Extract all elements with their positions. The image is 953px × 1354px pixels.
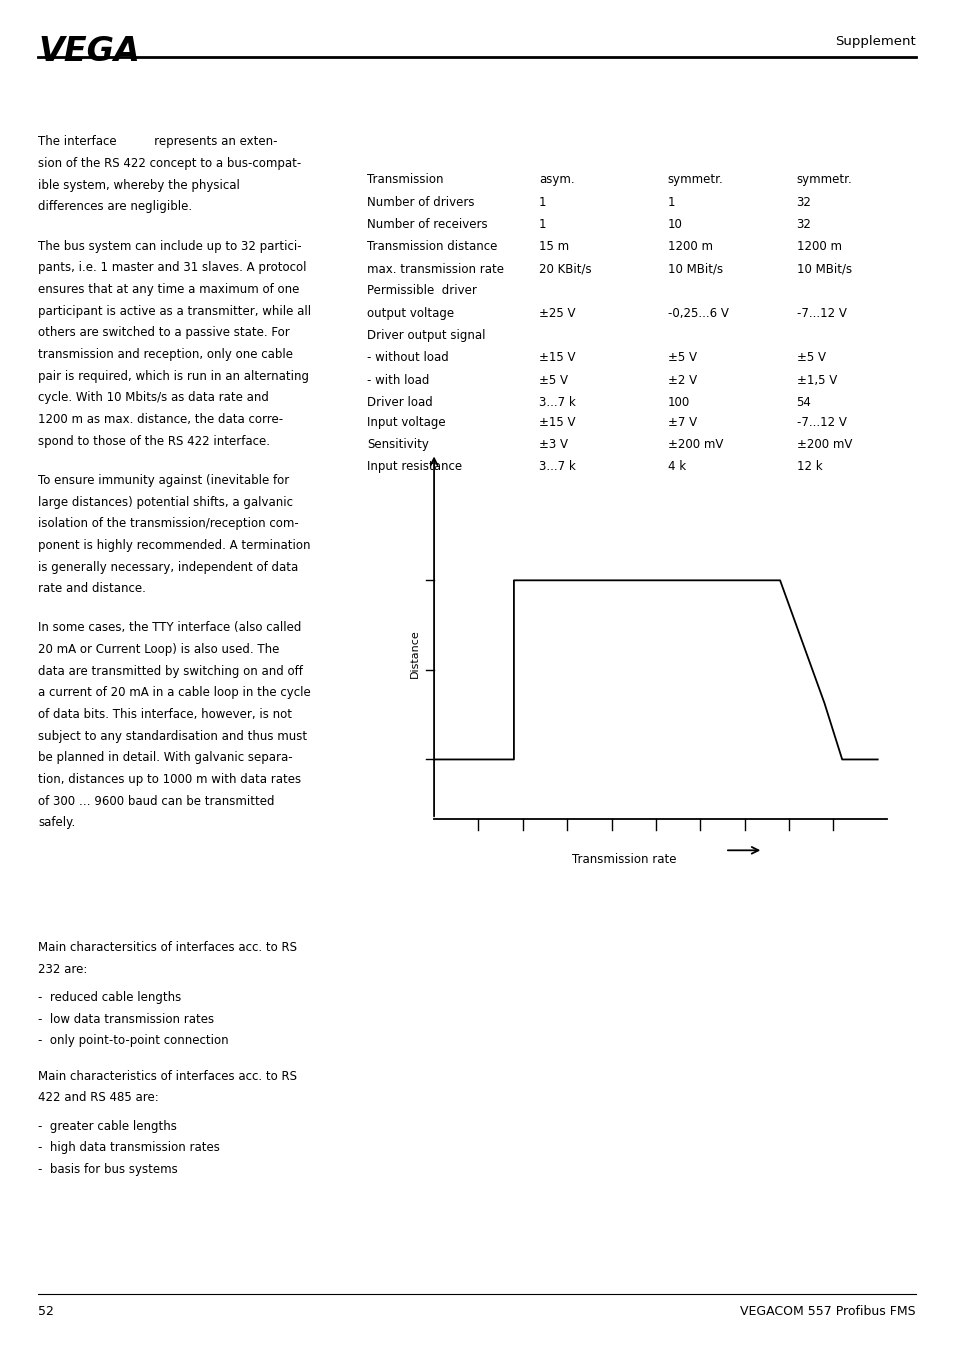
Text: Sensitivity: Sensitivity (367, 439, 429, 451)
Text: tion, distances up to 1000 m with data rates: tion, distances up to 1000 m with data r… (38, 773, 301, 787)
Text: ±7 V: ±7 V (667, 416, 697, 429)
Text: 100: 100 (667, 395, 689, 409)
Text: Supplement: Supplement (834, 35, 915, 49)
Text: Transmission: Transmission (367, 173, 443, 187)
Text: 15 m: 15 m (538, 240, 569, 253)
Text: be planned in detail. With galvanic separa-: be planned in detail. With galvanic sepa… (38, 751, 293, 765)
Text: To ensure immunity against (inevitable for: To ensure immunity against (inevitable f… (38, 474, 289, 487)
Text: 32: 32 (796, 195, 811, 209)
Text: 32: 32 (796, 218, 811, 232)
Text: - with load: - with load (367, 374, 429, 387)
Text: Input voltage: Input voltage (367, 416, 445, 429)
Text: 20 KBit/s: 20 KBit/s (538, 263, 591, 276)
Text: differences are negligible.: differences are negligible. (38, 200, 193, 214)
Text: Input resistance: Input resistance (367, 460, 462, 474)
Text: 232 are:: 232 are: (38, 963, 88, 976)
Text: 1200 m: 1200 m (796, 240, 841, 253)
Text: VEGA: VEGA (38, 35, 140, 68)
Text: -7...12 V: -7...12 V (796, 306, 845, 320)
Text: - without load: - without load (367, 351, 449, 364)
Text: -  basis for bus systems: - basis for bus systems (38, 1163, 177, 1177)
Text: Driver output signal: Driver output signal (367, 329, 485, 343)
Text: Number of receivers: Number of receivers (367, 218, 487, 232)
Text: symmetr.: symmetr. (796, 173, 851, 187)
Text: Main characteristics of interfaces acc. to RS: Main characteristics of interfaces acc. … (38, 1070, 296, 1083)
Text: In some cases, the TTY interface (also called: In some cases, the TTY interface (also c… (38, 621, 301, 635)
Text: safely.: safely. (38, 816, 75, 830)
Text: ±15 V: ±15 V (538, 416, 575, 429)
Text: The interface          represents an exten-: The interface represents an exten- (38, 135, 277, 149)
Text: Permissible  driver: Permissible driver (367, 284, 476, 298)
Text: 1: 1 (538, 195, 546, 209)
Text: of data bits. This interface, however, is not: of data bits. This interface, however, i… (38, 708, 292, 722)
Text: 1: 1 (667, 195, 675, 209)
Text: ±200 mV: ±200 mV (667, 439, 722, 451)
Text: 3...7 k: 3...7 k (538, 460, 576, 474)
Text: -  greater cable lengths: - greater cable lengths (38, 1120, 177, 1133)
Text: participant is active as a transmitter, while all: participant is active as a transmitter, … (38, 305, 311, 318)
Text: 10 MBit/s: 10 MBit/s (796, 263, 851, 276)
Text: Driver load: Driver load (367, 395, 433, 409)
Text: 10 MBit/s: 10 MBit/s (667, 263, 722, 276)
Text: ±5 V: ±5 V (538, 374, 567, 387)
Text: pair is required, which is run in an alternating: pair is required, which is run in an alt… (38, 370, 309, 383)
Text: of 300 … 9600 baud can be transmitted: of 300 … 9600 baud can be transmitted (38, 795, 274, 808)
Text: max. transmission rate: max. transmission rate (367, 263, 504, 276)
Text: ±15 V: ±15 V (538, 351, 575, 364)
Text: rate and distance.: rate and distance. (38, 582, 146, 596)
Text: others are switched to a passive state. For: others are switched to a passive state. … (38, 326, 290, 340)
Text: ±25 V: ±25 V (538, 306, 575, 320)
Text: spond to those of the RS 422 interface.: spond to those of the RS 422 interface. (38, 435, 270, 448)
Text: Main charactersitics of interfaces acc. to RS: Main charactersitics of interfaces acc. … (38, 941, 296, 955)
Text: Distance: Distance (410, 630, 419, 678)
Text: ±3 V: ±3 V (538, 439, 567, 451)
Text: Transmission rate: Transmission rate (572, 853, 677, 867)
Text: 4 k: 4 k (667, 460, 685, 474)
Text: sion of the RS 422 concept to a bus-compat-: sion of the RS 422 concept to a bus-comp… (38, 157, 301, 171)
Text: ible system, whereby the physical: ible system, whereby the physical (38, 179, 240, 192)
Text: data are transmitted by switching on and off: data are transmitted by switching on and… (38, 665, 303, 678)
Text: is generally necessary, independent of data: is generally necessary, independent of d… (38, 561, 298, 574)
Text: -0,25...6 V: -0,25...6 V (667, 306, 728, 320)
Text: 52: 52 (38, 1305, 54, 1319)
Text: cycle. With 10 Mbits/s as data rate and: cycle. With 10 Mbits/s as data rate and (38, 391, 269, 405)
Text: 1200 m: 1200 m (667, 240, 712, 253)
Text: ±200 mV: ±200 mV (796, 439, 851, 451)
Text: The bus system can include up to 32 partici-: The bus system can include up to 32 part… (38, 240, 301, 253)
Text: output voltage: output voltage (367, 306, 454, 320)
Text: ponent is highly recommended. A termination: ponent is highly recommended. A terminat… (38, 539, 311, 552)
Text: a current of 20 mA in a cable loop in the cycle: a current of 20 mA in a cable loop in th… (38, 686, 311, 700)
Text: -  low data transmission rates: - low data transmission rates (38, 1013, 214, 1026)
Text: Transmission distance: Transmission distance (367, 240, 497, 253)
Text: ensures that at any time a maximum of one: ensures that at any time a maximum of on… (38, 283, 299, 297)
Text: ±1,5 V: ±1,5 V (796, 374, 836, 387)
Text: 12 k: 12 k (796, 460, 821, 474)
Text: large distances) potential shifts, a galvanic: large distances) potential shifts, a gal… (38, 496, 293, 509)
Text: pants, i.e. 1 master and 31 slaves. A protocol: pants, i.e. 1 master and 31 slaves. A pr… (38, 261, 306, 275)
Text: symmetr.: symmetr. (667, 173, 722, 187)
Text: ±5 V: ±5 V (667, 351, 696, 364)
Text: -  high data transmission rates: - high data transmission rates (38, 1141, 220, 1155)
Text: transmission and reception, only one cable: transmission and reception, only one cab… (38, 348, 293, 362)
Text: ±2 V: ±2 V (667, 374, 697, 387)
Text: ±5 V: ±5 V (796, 351, 824, 364)
Text: 20 mA or Current Loop) is also used. The: 20 mA or Current Loop) is also used. The (38, 643, 279, 657)
Text: 1: 1 (538, 218, 546, 232)
Text: 1200 m as max. distance, the data corre-: 1200 m as max. distance, the data corre- (38, 413, 283, 427)
Text: -7...12 V: -7...12 V (796, 416, 845, 429)
Text: -  reduced cable lengths: - reduced cable lengths (38, 991, 181, 1005)
Text: VEGACOM 557 Profibus FMS: VEGACOM 557 Profibus FMS (740, 1305, 915, 1319)
Text: 10: 10 (667, 218, 682, 232)
Text: isolation of the transmission/reception com-: isolation of the transmission/reception … (38, 517, 298, 531)
Text: 3...7 k: 3...7 k (538, 395, 576, 409)
Text: subject to any standardisation and thus must: subject to any standardisation and thus … (38, 730, 307, 743)
Text: 54: 54 (796, 395, 811, 409)
Text: asym.: asym. (538, 173, 574, 187)
Text: 422 and RS 485 are:: 422 and RS 485 are: (38, 1091, 159, 1105)
Text: -  only point-to-point connection: - only point-to-point connection (38, 1034, 229, 1048)
Text: Number of drivers: Number of drivers (367, 195, 475, 209)
